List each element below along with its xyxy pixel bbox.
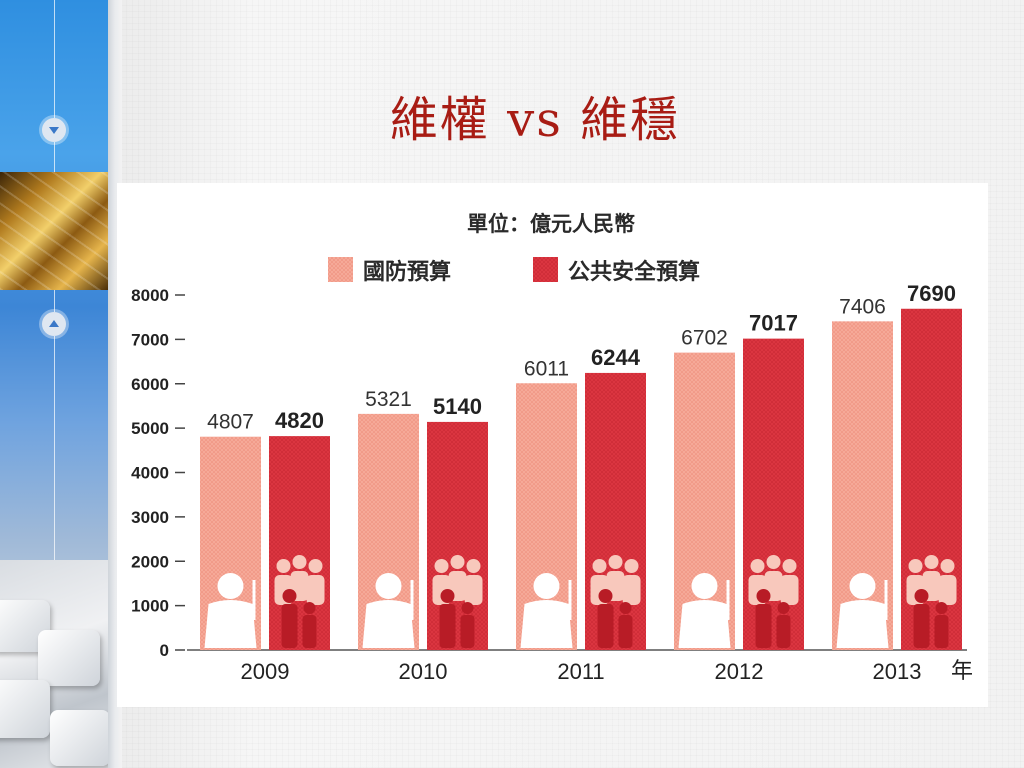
x-category-label: 2013 [873, 659, 922, 684]
value-label-defense: 6702 [681, 327, 728, 350]
slide-title: 維權 vs 維穩 [389, 92, 681, 148]
value-label-security: 6244 [591, 345, 641, 370]
x-category-label: 2012 [715, 659, 764, 684]
x-category-label: 2011 [557, 659, 604, 684]
legend-swatch-security [533, 257, 558, 282]
value-labels: 4807 4820 5321 5140 6011 6244 6702 7017 7406 7690 [207, 281, 956, 434]
y-tick-label: 3000 [131, 508, 169, 527]
y-tick-label: 8000 [131, 286, 169, 305]
value-label-defense: 4807 [207, 411, 254, 434]
value-label-security: 4820 [275, 408, 324, 433]
unit-label: 單位：億元人民幣 [467, 212, 635, 236]
scroll-up-icon [42, 312, 66, 336]
x-category-label: 2009 [241, 659, 290, 684]
strip-line [54, 290, 55, 312]
value-label-defense: 7406 [839, 295, 886, 318]
legend: 國防預算 公共安全預算 [328, 257, 700, 285]
legend-label-defense: 國防預算 [363, 259, 451, 285]
strip-line [54, 142, 55, 172]
decorative-side-strip [0, 0, 108, 768]
value-label-security: 5140 [433, 394, 482, 419]
strip-line [54, 336, 55, 560]
x-axis-suffix: 年 [951, 658, 973, 683]
value-label-defense: 5321 [365, 388, 412, 411]
keyboard-key [0, 680, 50, 738]
y-tick-label: 0 [160, 641, 169, 660]
y-tick-label: 5000 [131, 419, 169, 438]
keyboard-key [50, 710, 108, 766]
value-label-security: 7017 [749, 311, 798, 336]
y-tick-label: 2000 [131, 552, 169, 571]
x-category-label: 2010 [399, 659, 448, 684]
bar-security-2009 [269, 436, 330, 650]
bar-security-2010 [427, 421, 488, 650]
y-axis: 0 1000 2000 3000 4000 5000 6000 7000 8000 [131, 286, 185, 660]
legend-label-security: 公共安全預算 [568, 259, 700, 285]
scroll-down-icon [42, 118, 66, 142]
y-tick-label: 1000 [131, 597, 169, 616]
y-tick-label: 4000 [131, 464, 169, 483]
x-axis-labels: 2009 2010 2011 2012 2013 年 [241, 658, 973, 684]
value-label-defense: 6011 [524, 357, 569, 380]
decorative-gold-image [0, 172, 108, 290]
value-label-security: 7690 [907, 281, 956, 306]
legend-swatch-defense [328, 257, 353, 282]
keyboard-key [38, 630, 100, 686]
strip-line [54, 0, 55, 118]
bar-security-2011 [585, 372, 646, 650]
y-tick-label: 7000 [131, 330, 169, 349]
bar-chart: 單位：億元人民幣 國防預算 公共安全預算 0 1000 2000 3000 4000 50… [131, 212, 973, 684]
decorative-keyboard-image [0, 560, 108, 768]
chart-panel: 單位：億元人民幣 國防預算 公共安全預算 0 1000 2000 3000 4000 50… [117, 183, 988, 707]
y-tick-label: 6000 [131, 375, 169, 394]
